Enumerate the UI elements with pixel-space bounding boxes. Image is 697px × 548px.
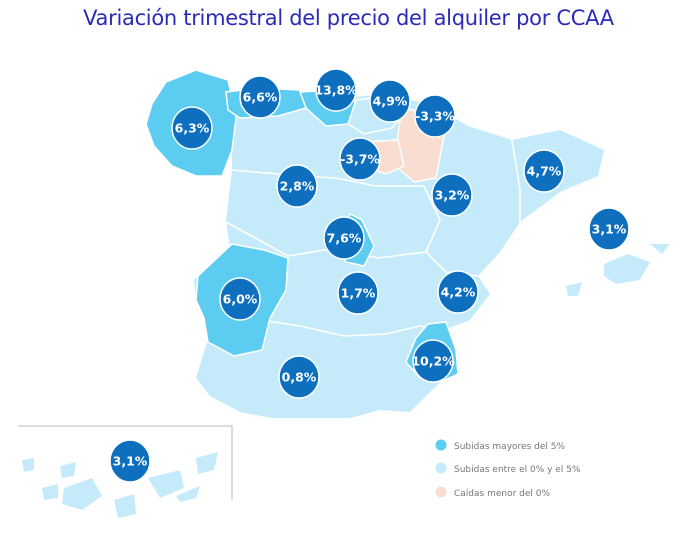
badge-circle-castilla-leon <box>276 164 318 208</box>
badge-circle-pais-vasco <box>369 79 411 123</box>
badge-value-baleares: 3,1% <box>592 222 627 237</box>
badge-pais-vasco: 4,9% <box>369 79 411 123</box>
badge-madrid: 7,6% <box>323 216 365 260</box>
badge-value-la-rioja: -3,7% <box>340 152 380 167</box>
legend-swatch-low <box>435 486 447 498</box>
badge-baleares: 3,1% <box>588 207 630 251</box>
badge-valencia: 4,2% <box>437 270 479 314</box>
badge-circle-cantabria <box>315 68 357 112</box>
badge-circle-baleares <box>588 207 630 251</box>
badge-value-cantabria: 13,8% <box>314 83 358 98</box>
badge-circle-extremadura <box>219 277 261 321</box>
legend-label-mid: Subidas entre el 0% y el 5% <box>454 465 581 475</box>
badge-la-rioja: -3,7% <box>339 137 381 181</box>
badge-aragon: 3,2% <box>431 173 473 217</box>
badge-circle-aragon <box>431 173 473 217</box>
badge-circle-andalucia <box>278 355 320 399</box>
legend: Subidas mayores del 5% Subidas entre el … <box>435 439 581 499</box>
badge-value-murcia: 10,2% <box>411 354 455 369</box>
badge-value-cataluna: 4,7% <box>527 164 562 179</box>
badge-value-aragon: 3,2% <box>435 188 470 203</box>
badge-canarias: 3,1% <box>109 439 151 483</box>
badge-galicia: 6,3% <box>171 106 213 150</box>
badge-circle-galicia <box>171 106 213 150</box>
badge-castilla-la-mancha: 1,7% <box>337 271 379 315</box>
badge-circle-canarias <box>109 439 151 483</box>
badge-value-navarra: -3,3% <box>415 109 455 124</box>
region-canarias <box>22 452 218 518</box>
region-baleares <box>566 244 670 296</box>
legend-label-high: Subidas mayores del 5% <box>454 442 565 452</box>
badge-value-castilla-leon: 2,8% <box>280 179 315 194</box>
badge-castilla-leon: 2,8% <box>276 164 318 208</box>
badge-circle-cataluna <box>523 149 565 193</box>
canarias-inset <box>18 425 233 518</box>
legend-swatch-mid <box>435 462 447 474</box>
badge-circle-navarra <box>414 94 456 138</box>
badge-circle-valencia <box>437 270 479 314</box>
badge-value-extremadura: 6,0% <box>223 292 258 307</box>
badge-circle-castilla-la-mancha <box>337 271 379 315</box>
badge-circle-murcia <box>412 339 454 383</box>
badge-navarra: -3,3% <box>414 94 456 138</box>
map-title: Variación trimestral del precio del alqu… <box>83 6 614 30</box>
badge-value-madrid: 7,6% <box>327 231 362 246</box>
badge-circle-la-rioja <box>339 137 381 181</box>
badge-andalucia: 0,8% <box>278 355 320 399</box>
badge-cantabria: 13,8% <box>314 68 358 112</box>
badge-value-andalucia: 0,8% <box>282 370 317 385</box>
legend-label-low: Caídas menor del 0% <box>454 489 550 499</box>
badge-value-asturias: 6,6% <box>243 90 278 105</box>
badge-value-galicia: 6,3% <box>175 121 210 136</box>
badge-value-castilla-la-mancha: 1,7% <box>341 286 376 301</box>
badge-extremadura: 6,0% <box>219 277 261 321</box>
badge-value-canarias: 3,1% <box>113 454 148 469</box>
badge-value-pais-vasco: 4,9% <box>373 94 408 109</box>
badge-murcia: 10,2% <box>411 339 455 383</box>
badge-circle-madrid <box>323 216 365 260</box>
badge-circle-asturias <box>239 75 281 119</box>
value-badges: 6,3% 6,6% 13,8% 4,9% -3,3% -3,7% 2,8% 3,2% 4,7% 3… <box>109 68 630 483</box>
legend-swatch-high <box>435 439 447 451</box>
badge-asturias: 6,6% <box>239 75 281 119</box>
badge-value-valencia: 4,2% <box>441 285 476 300</box>
badge-cataluna: 4,7% <box>523 149 565 193</box>
